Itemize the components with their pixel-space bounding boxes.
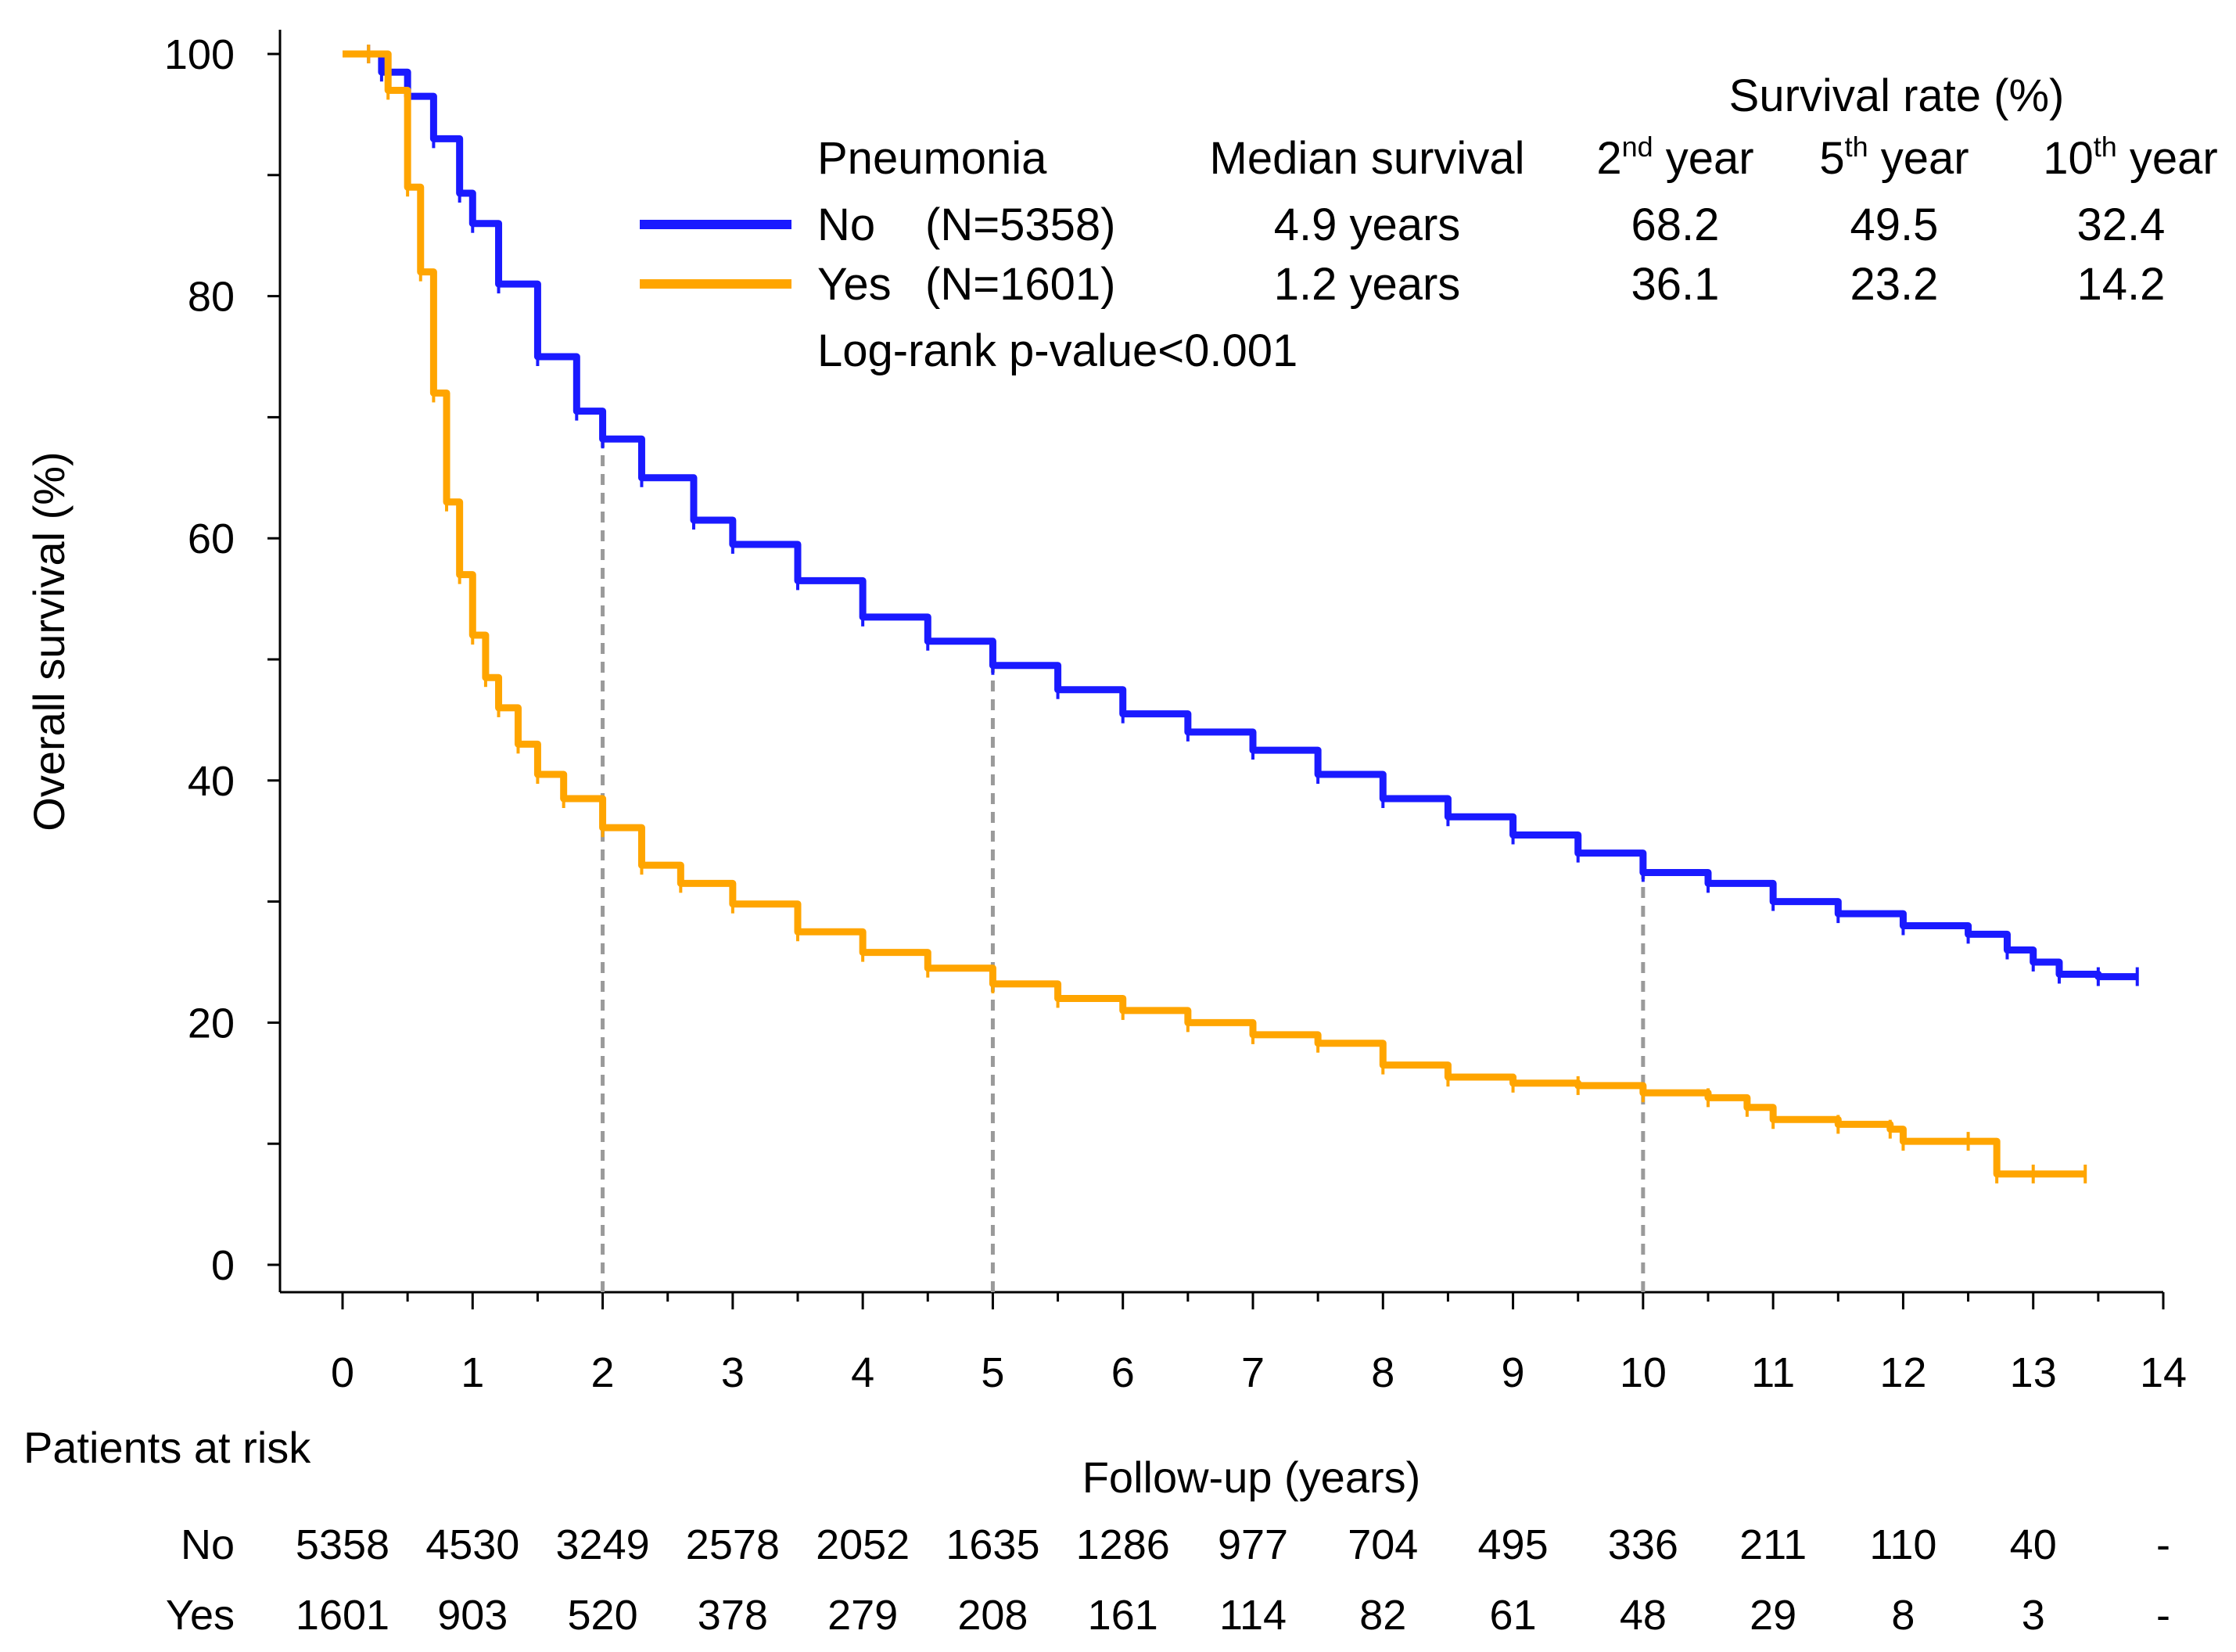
at-risk-cell: 2578	[686, 1521, 780, 1568]
at-risk-cell: 8	[1891, 1592, 1915, 1639]
at-risk-cell: 40	[2010, 1521, 2057, 1568]
y-tick-label: 0	[211, 1242, 235, 1289]
x-tick-label: 8	[1371, 1349, 1394, 1396]
legend-series-no-n: (N=5358)	[925, 199, 1115, 250]
y-tick-label: 40	[188, 758, 235, 805]
at-risk-row-label-yes: Yes	[166, 1592, 235, 1639]
at-risk-cells: 5358 4530 3249 2578 2052 1635 1286 977 704 495 336…	[296, 1521, 2170, 1639]
legend-series-yes-n: (N=1601)	[925, 259, 1115, 310]
at-risk-cell: 5358	[296, 1521, 389, 1568]
legend-series-yes-name: Yes	[817, 259, 892, 310]
at-risk-cell: 114	[1219, 1592, 1287, 1639]
x-tick-label: 13	[2010, 1349, 2057, 1396]
x-tick-label: 10	[1620, 1349, 1667, 1396]
legend-series-no-rate10: 32.4	[2077, 199, 2166, 250]
legend-series-no-rate5: 49.5	[1850, 199, 1939, 250]
legend-header-rate: Survival rate (%)	[1729, 70, 2065, 121]
at-risk-cell: 161	[1088, 1592, 1158, 1639]
survival-curves	[343, 45, 2139, 1183]
legend-series-yes-rate5: 23.2	[1850, 259, 1939, 310]
legend-header-year5: 5th year	[1819, 131, 1969, 184]
at-risk-cell: 82	[1359, 1592, 1406, 1639]
at-risk-cell: 704	[1348, 1521, 1418, 1568]
at-risk-cell: 208	[957, 1592, 1028, 1639]
at-risk-cell: 1601	[296, 1592, 389, 1639]
legend-header-year2: 2nd year	[1596, 131, 1753, 184]
x-tick-label: 12	[1879, 1349, 1926, 1396]
x-tick-label: 4	[851, 1349, 874, 1396]
at-risk-cell: 29	[1750, 1592, 1796, 1639]
x-tick-label: 0	[331, 1349, 354, 1396]
y-ticks: 0 20 40 60 80 100	[164, 31, 280, 1289]
x-axis-title: Follow-up (years)	[1082, 1453, 1421, 1502]
at-risk-cell: 1286	[1076, 1521, 1170, 1568]
at-risk-cell: 48	[1620, 1592, 1667, 1639]
at-risk-cell: 2052	[816, 1521, 910, 1568]
at-risk-row-label-no: No	[181, 1521, 235, 1568]
y-tick-label: 20	[188, 1000, 235, 1047]
x-ticks: 0 1 2 3 4 5 6 7 8 9 10 11 12 13 14	[331, 1292, 2187, 1396]
legend-series-yes-rate2: 36.1	[1631, 259, 1720, 310]
x-tick-label: 2	[591, 1349, 615, 1396]
at-risk-table: Patients at risk No Yes 5358 4530 3249 2578…	[23, 1423, 2170, 1639]
at-risk-cell: 520	[568, 1592, 638, 1639]
legend-series-no-rate2: 68.2	[1631, 199, 1720, 250]
at-risk-cell: 336	[1608, 1521, 1678, 1568]
x-tick-label: 7	[1241, 1349, 1265, 1396]
at-risk-cell: 495	[1478, 1521, 1549, 1568]
legend-series-yes-median: 1.2 years	[1274, 259, 1461, 310]
legend-series-yes-rate10: 14.2	[2077, 259, 2166, 310]
at-risk-cell: 4530	[425, 1521, 519, 1568]
at-risk-title: Patients at risk	[23, 1423, 311, 1472]
legend-pvalue: Log-rank p-value<0.001	[817, 325, 1297, 376]
at-risk-cell: 211	[1739, 1521, 1807, 1568]
at-risk-cell: -	[2156, 1521, 2170, 1568]
at-risk-cell: 1635	[946, 1521, 1039, 1568]
legend-header-group: Pneumonia	[817, 133, 1047, 184]
legend-header-year10: 10th year	[2043, 131, 2218, 184]
legend-series-no-median: 4.9 years	[1274, 199, 1461, 250]
x-tick-label: 11	[1751, 1349, 1795, 1396]
at-risk-cell: 3	[2022, 1592, 2045, 1639]
reference-lines	[601, 439, 1646, 1292]
y-tick-label: 100	[164, 31, 235, 78]
y-axis-title: Overall survival (%)	[24, 451, 74, 831]
at-risk-cell: -	[2156, 1592, 2170, 1639]
at-risk-cell: 977	[1218, 1521, 1288, 1568]
at-risk-cell: 3249	[556, 1521, 650, 1568]
legend-series-no-name: No	[817, 199, 875, 250]
series-line-no	[343, 50, 2137, 981]
at-risk-cell: 903	[437, 1592, 508, 1639]
at-risk-cell: 61	[1490, 1592, 1537, 1639]
at-risk-cell: 378	[698, 1592, 768, 1639]
x-tick-label: 1	[461, 1349, 484, 1396]
x-tick-label: 9	[1502, 1349, 1525, 1396]
legend: Survival rate (%) Pneumonia Median survi…	[640, 70, 2218, 376]
at-risk-cell: 279	[827, 1592, 898, 1639]
at-risk-cell: 110	[1869, 1521, 1936, 1568]
legend-header-median: Median survival	[1210, 133, 1525, 184]
x-tick-label: 5	[981, 1349, 1004, 1396]
y-tick-label: 80	[188, 274, 235, 321]
x-tick-label: 3	[721, 1349, 745, 1396]
x-tick-label: 6	[1111, 1349, 1135, 1396]
x-tick-label: 14	[2140, 1349, 2187, 1396]
y-tick-label: 60	[188, 515, 235, 562]
